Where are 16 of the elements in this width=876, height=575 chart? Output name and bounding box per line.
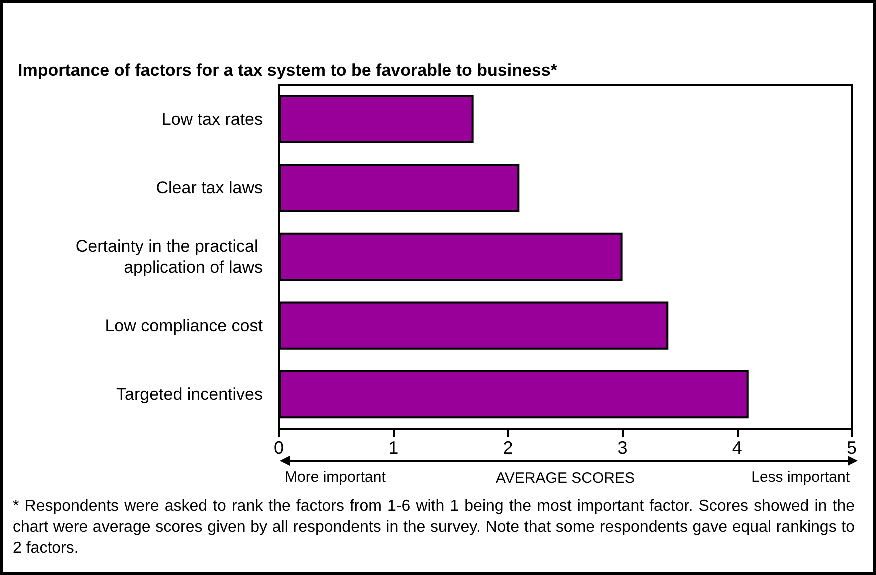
x-tick-label: 0: [274, 438, 284, 458]
y-tick-label: Certainty in the practical application of laws: [76, 237, 263, 277]
y-tick-label: Clear tax laws: [156, 178, 263, 198]
chart-title: Importance of factors for a tax system to be favorable to business*: [18, 61, 558, 80]
text: More important: [285, 469, 387, 486]
y-tick-label: Low compliance cost: [105, 316, 264, 336]
x-tick-label: 1: [388, 438, 399, 458]
x-axis-title: AVERAGE SCORES: [496, 470, 635, 487]
x-tick-label: 3: [618, 438, 628, 458]
text: Less important: [752, 469, 851, 486]
x-tick-label: 2: [503, 438, 514, 458]
x-tick-label: 5: [846, 438, 858, 458]
y-tick-label: Targeted incentives: [116, 385, 263, 404]
text: * Respondents were asked to rank the factors from 1-6 with 1 being the most important factor. Scores showed in the chart were average scores given by all respondents in the survey. Note that some respondents gave equal rankings to 2 factors.: [13, 497, 855, 559]
y-tick-label: Low tax rates: [162, 110, 263, 129]
x-tick-label: 4: [732, 438, 742, 458]
